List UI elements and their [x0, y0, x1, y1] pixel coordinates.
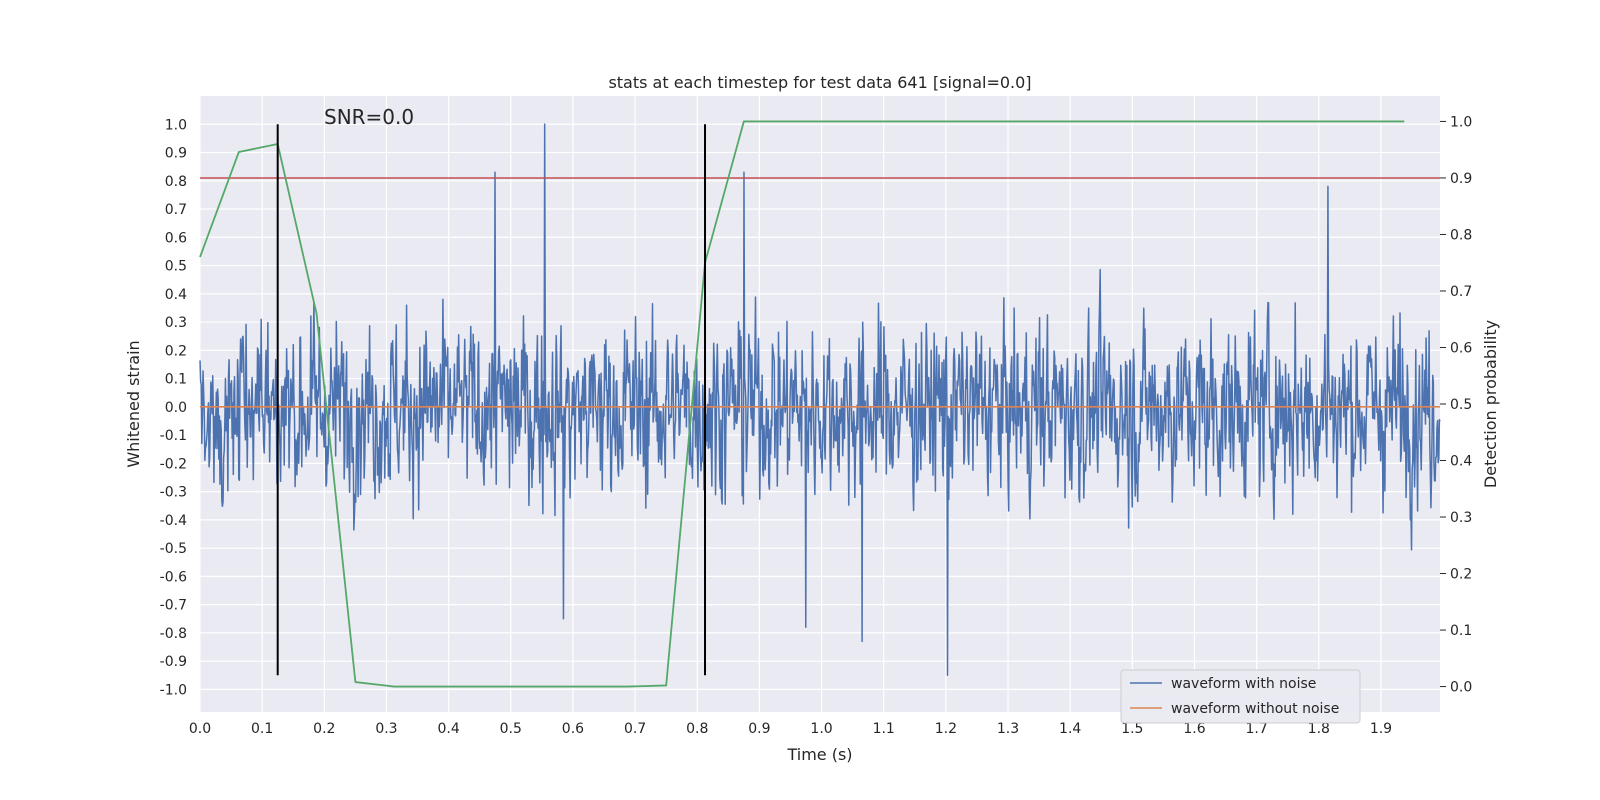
x-tick-label: 0.9 — [748, 721, 770, 737]
y-left-tick-label: 0.4 — [165, 287, 187, 303]
x-axis-label: Time (s) — [786, 745, 852, 764]
x-tick-label: 1.2 — [935, 721, 957, 737]
legend-label-clean: waveform without noise — [1171, 701, 1339, 717]
x-tick-label: 0.1 — [251, 721, 273, 737]
y-right-tick-label: 0.6 — [1450, 340, 1472, 356]
y-right-tick-label: 0.8 — [1450, 227, 1472, 243]
ticks-layer: 0.0 0.1 0.2 0.3 0.4 0.5 0.6 0.7 0.8 0.9 1.0 1.1 1.2 1… — [160, 114, 1473, 737]
x-tick-label: 0.6 — [562, 721, 584, 737]
y-axis-right-label: Detection probability — [1481, 320, 1500, 488]
y-left-tick-label: -0.9 — [160, 654, 187, 670]
y-right-tick-label: 0.5 — [1450, 397, 1472, 413]
x-tick-label: 1.4 — [1059, 721, 1081, 737]
x-tick-label: 0.3 — [375, 721, 397, 737]
y-left-tick-label: 0.8 — [165, 174, 187, 190]
x-tick-label: 1.3 — [997, 721, 1019, 737]
x-tick-label: 0.7 — [624, 721, 646, 737]
y-left-tick-label: 0.7 — [165, 202, 187, 218]
x-tick-label: 1.6 — [1183, 721, 1205, 737]
y-right-tick-label: 0.3 — [1450, 510, 1472, 526]
x-tick-label: 0.0 — [189, 721, 211, 737]
x-tick-label: 1.8 — [1308, 721, 1330, 737]
series-layer — [199, 120, 1441, 688]
x-tick-label: 0.5 — [500, 721, 522, 737]
y-left-tick-label: 0.9 — [165, 146, 187, 162]
y-left-tick-label: -0.4 — [160, 513, 187, 529]
x-tick-label: 0.4 — [437, 721, 459, 737]
y-left-tick-label: -0.5 — [160, 541, 187, 557]
x-tick-label: 0.8 — [686, 721, 708, 737]
y-left-tick-label: 0.0 — [165, 400, 187, 416]
x-tick-label: 1.5 — [1121, 721, 1143, 737]
y-left-tick-label: 1.0 — [165, 117, 187, 133]
y-right-tick-label: 0.4 — [1450, 454, 1472, 470]
y-left-tick-label: 0.6 — [165, 230, 187, 246]
y-right-tick-label: 1.0 — [1450, 114, 1472, 130]
y-right-tick-label: 0.0 — [1450, 680, 1472, 696]
y-left-tick-label: -0.6 — [160, 569, 187, 585]
chart-title: stats at each timestep for test data 641… — [608, 73, 1031, 92]
series-waveform-with-noise — [199, 123, 1441, 677]
y-left-tick-label: 0.1 — [165, 372, 187, 388]
y-right-tick-label: 0.7 — [1450, 284, 1472, 300]
y-right-tick-label: 0.1 — [1450, 623, 1472, 639]
y-left-tick-label: -0.2 — [160, 456, 187, 472]
y-left-tick-label: -0.8 — [160, 626, 187, 642]
x-tick-label: 1.0 — [810, 721, 832, 737]
legend-label-noise: waveform with noise — [1171, 676, 1316, 692]
x-tick-label: 1.1 — [873, 721, 895, 737]
y-axis-left-label: Whitened strain — [124, 340, 143, 467]
x-tick-label: 1.7 — [1246, 721, 1268, 737]
series-detection-probability — [199, 120, 1405, 688]
y-left-tick-label: 0.2 — [165, 343, 187, 359]
legend: waveform with noise waveform without noi… — [1120, 669, 1361, 724]
y-left-tick-label: 0.3 — [165, 315, 187, 331]
legend-box — [1120, 669, 1361, 724]
y-right-tick-label: 0.9 — [1450, 171, 1472, 187]
y-right-tick-label: 0.2 — [1450, 567, 1472, 583]
x-tick-label: 1.9 — [1370, 721, 1392, 737]
x-tick-label: 0.2 — [313, 721, 335, 737]
y-left-tick-label: 0.5 — [165, 259, 187, 275]
y-left-tick-label: -0.1 — [160, 428, 187, 444]
y-left-tick-label: -0.3 — [160, 485, 187, 501]
y-left-tick-label: -1.0 — [160, 682, 187, 698]
snr-annotation: SNR=0.0 — [324, 105, 414, 129]
y-left-tick-label: -0.7 — [160, 598, 187, 614]
